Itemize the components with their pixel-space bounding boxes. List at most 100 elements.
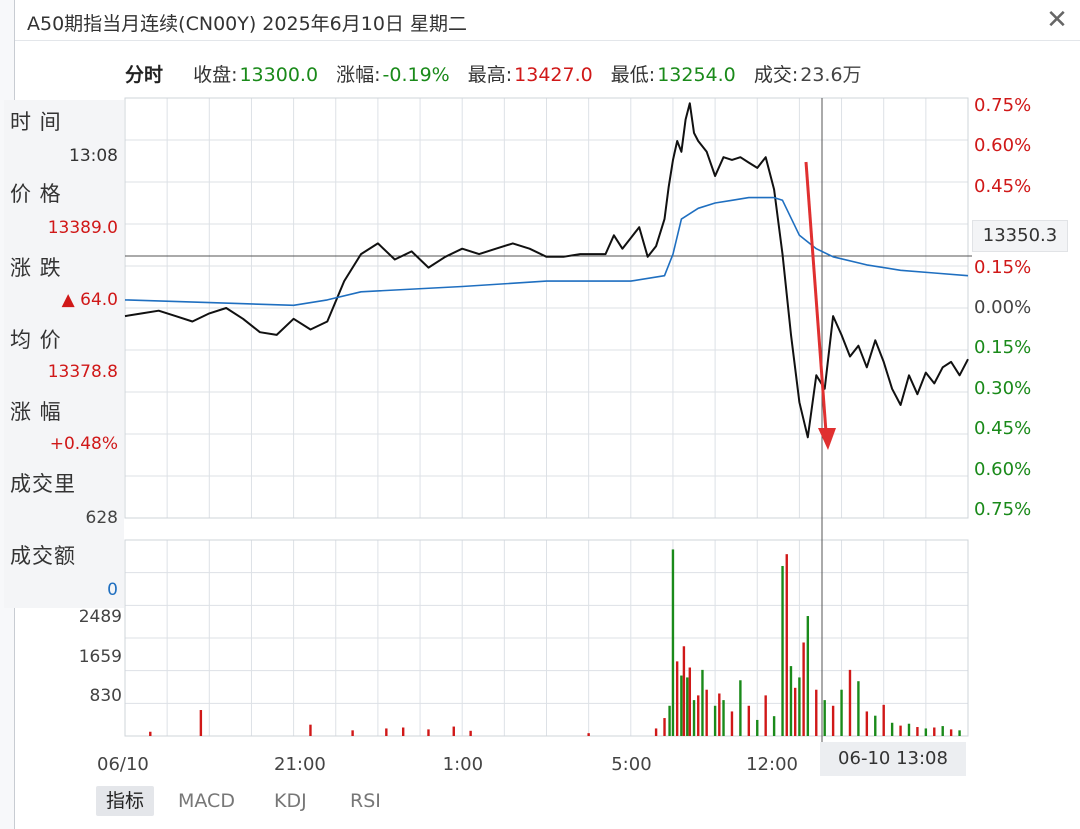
volume-bar bbox=[815, 689, 818, 736]
right-axis-label: 0.45% bbox=[974, 418, 1032, 440]
average-price-line bbox=[124, 196, 969, 307]
right-axis-label: 0.60% bbox=[974, 458, 1032, 480]
volume-axis-label: 2489 bbox=[78, 607, 122, 628]
crosshair-info-panel: 时 间 13:08 价 格 13389.0 涨 跌 ▲ 64.0 均 价 133… bbox=[4, 100, 124, 608]
volume-bar bbox=[675, 661, 679, 736]
close-icon[interactable]: ✕ bbox=[1046, 5, 1068, 35]
volume-bar bbox=[686, 677, 689, 736]
volume-value: 628 bbox=[85, 508, 118, 528]
volume-bar bbox=[469, 730, 472, 736]
pct-change-value: +0.48% bbox=[49, 434, 118, 454]
change-label: 涨 跌 bbox=[10, 256, 62, 280]
volume-bar bbox=[789, 666, 793, 736]
volume-bar bbox=[427, 729, 430, 736]
amount-label: 成交额 bbox=[10, 544, 76, 568]
crosshair-time-readout: 06-10 13:08 bbox=[820, 742, 966, 776]
time-axis-label: 5:00 bbox=[611, 754, 652, 775]
volume-bar bbox=[831, 705, 835, 736]
volume-bar bbox=[865, 711, 869, 736]
high-label: 最高: bbox=[467, 64, 513, 86]
volume-bar bbox=[899, 725, 902, 736]
average-price-value: 13378.8 bbox=[47, 362, 118, 382]
change-value: -0.19% bbox=[382, 64, 450, 86]
volume-bar bbox=[351, 730, 354, 736]
right-axis-label: 0.15% bbox=[974, 256, 1032, 278]
volume-bar bbox=[924, 728, 928, 736]
price-value: 13389.0 bbox=[47, 218, 118, 238]
volume-label: 成交: bbox=[753, 64, 799, 86]
right-axis-label: 0.75% bbox=[974, 499, 1032, 520]
title-bar: A50期指当月连续(CN00Y) 2025年6月10日 星期二 ✕ bbox=[15, 0, 1080, 41]
drop-arrow-head bbox=[818, 428, 836, 450]
volume-bar bbox=[764, 695, 767, 736]
volume-bar bbox=[874, 715, 877, 736]
volume-axis-label: 1659 bbox=[78, 646, 122, 667]
volume-bar bbox=[933, 727, 936, 736]
volume-bar bbox=[654, 728, 658, 736]
tab-indicator[interactable]: 指标 bbox=[96, 786, 155, 816]
close-label: 收盘: bbox=[193, 64, 238, 86]
quote-summary-bar: 分时 收盘: 13300.0 涨幅: -0.19% 最高: 13427.0 最低: 13… bbox=[125, 60, 864, 87]
change-value: ▲ 64.0 bbox=[61, 290, 118, 310]
volume-bar bbox=[401, 727, 405, 736]
volume-bar bbox=[385, 728, 388, 736]
volume-bar bbox=[802, 642, 805, 736]
volume-bar bbox=[916, 727, 919, 736]
volume-bar bbox=[730, 711, 734, 736]
volume-bar bbox=[756, 719, 759, 736]
volume-bar bbox=[785, 554, 788, 736]
volume-bar bbox=[199, 710, 203, 736]
volume-label: 成交里 bbox=[10, 472, 76, 496]
volume-bar bbox=[882, 704, 885, 736]
volume-bar bbox=[781, 565, 784, 736]
right-axis-label: 0.30% bbox=[974, 377, 1032, 399]
time-axis-label: 1:00 bbox=[442, 754, 484, 775]
right-axis-label: 0.60% bbox=[974, 135, 1032, 157]
volume-bar bbox=[857, 681, 860, 736]
drop-arrow-shaft bbox=[804, 161, 828, 433]
volume-bar bbox=[697, 695, 700, 736]
time-axis-label: 21:00 bbox=[274, 754, 326, 775]
average-price-label: 均 价 bbox=[10, 328, 62, 352]
chart-mode-label: 分时 bbox=[125, 64, 164, 86]
tab-macd[interactable]: MACD bbox=[178, 790, 235, 812]
tab-rsi[interactable]: RSI bbox=[350, 790, 381, 812]
volume-bar bbox=[718, 693, 721, 736]
amount-value: 0 bbox=[107, 580, 118, 600]
volume-bar bbox=[941, 726, 944, 736]
volume-value: 23.6万 bbox=[800, 64, 862, 86]
right-axis-label: 0.00% bbox=[974, 297, 1032, 318]
volume-bar bbox=[958, 730, 961, 736]
volume-bar bbox=[680, 675, 683, 736]
volume-bar bbox=[907, 723, 911, 736]
right-axis-label: 0.15% bbox=[974, 337, 1032, 359]
right-axis-label: 0.75% bbox=[974, 95, 1032, 116]
pct-change-label: 涨 幅 bbox=[10, 400, 62, 424]
volume-bar bbox=[747, 705, 751, 736]
volume-bar bbox=[452, 726, 455, 736]
time-label: 时 间 bbox=[10, 110, 62, 134]
volume-bar bbox=[722, 700, 725, 736]
volume-bar bbox=[823, 700, 826, 736]
high-value: 13427.0 bbox=[514, 64, 593, 86]
change-label: 涨幅: bbox=[336, 64, 381, 86]
price-panel-frame bbox=[124, 97, 969, 519]
time-axis-label: 06/10 bbox=[97, 754, 149, 775]
volume-bar bbox=[663, 718, 666, 736]
price-line bbox=[124, 102, 969, 439]
low-value: 13254.0 bbox=[657, 64, 736, 86]
volume-bar bbox=[793, 687, 797, 736]
volume-bar bbox=[668, 705, 671, 736]
volume-panel-frame bbox=[124, 539, 969, 737]
close-value: 13300.0 bbox=[239, 64, 319, 86]
volume-bar bbox=[587, 733, 590, 736]
price-label: 价 格 bbox=[10, 182, 62, 206]
volume-bar bbox=[806, 616, 810, 736]
window-title: A50期指当月连续(CN00Y) 2025年6月10日 星期二 bbox=[27, 13, 467, 35]
volume-axis-label: 830 bbox=[89, 685, 122, 706]
volume-bar bbox=[772, 716, 776, 736]
volume-bar bbox=[713, 705, 717, 736]
time-axis-label: 12:00 bbox=[746, 754, 798, 775]
tab-kdj[interactable]: KDJ bbox=[274, 790, 307, 812]
